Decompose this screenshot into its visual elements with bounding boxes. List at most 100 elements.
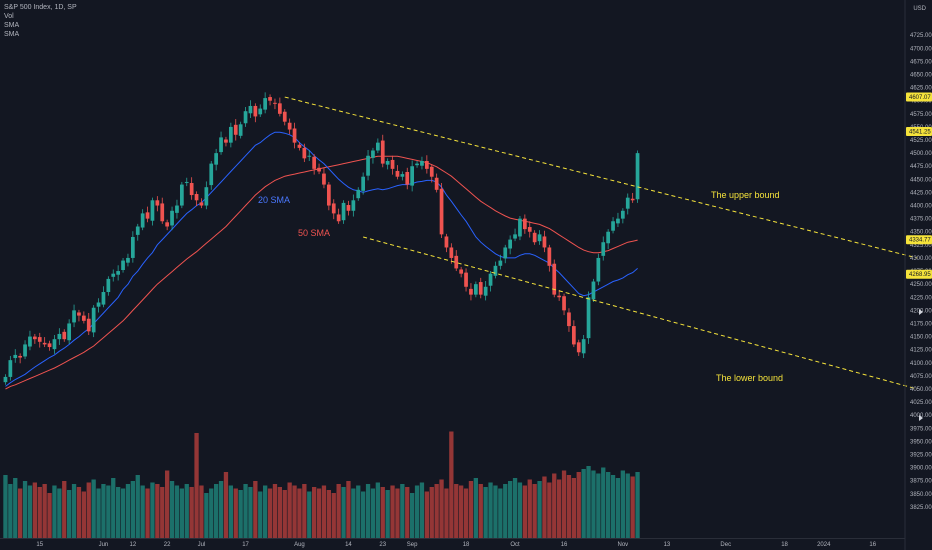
candle	[385, 158, 390, 170]
time-tick-label: 17	[242, 542, 249, 548]
candle-body	[420, 160, 424, 166]
price-tick-label: 3825.00	[910, 505, 932, 511]
volume-bar	[473, 478, 478, 538]
candle-body	[488, 273, 493, 286]
currency-label[interactable]: USD	[913, 6, 926, 12]
legend-symbol[interactable]: S&P 500 Index, 1D, SP	[4, 4, 77, 11]
price-tick-label: 4225.00	[910, 295, 932, 301]
volume-bar	[91, 479, 96, 538]
candle-body	[204, 187, 209, 206]
candle	[116, 265, 121, 281]
candle	[562, 293, 566, 316]
volume-bar	[522, 485, 527, 538]
candle	[400, 171, 405, 181]
candle-body	[47, 343, 52, 348]
legend-sma-2[interactable]: SMA	[4, 31, 20, 38]
candle-body	[557, 295, 562, 298]
time-tick-label: 13	[664, 542, 671, 548]
candle-body	[601, 242, 606, 256]
volume-bar	[566, 475, 572, 538]
candle	[591, 278, 596, 302]
upper-bound-annotation: The upper bound	[711, 190, 780, 200]
price-badge-label: 4268.95	[909, 272, 931, 278]
candle	[145, 206, 150, 223]
volume-bar	[189, 487, 194, 538]
time-tick-label: 16	[869, 542, 876, 548]
candle	[209, 160, 214, 190]
candle	[160, 197, 165, 224]
candle	[28, 330, 32, 351]
volume-bar	[248, 487, 253, 538]
candle-body	[390, 159, 395, 169]
candle	[341, 200, 346, 224]
price-tick-label: 4000.00	[910, 413, 932, 419]
legend-sma-1[interactable]: SMA	[4, 22, 20, 29]
sma20-path	[5, 131, 638, 387]
sma20-annotation: 20 SMA	[258, 195, 291, 205]
candle	[567, 308, 571, 332]
price-badge-bg	[906, 92, 932, 102]
candle	[101, 286, 106, 308]
volume-bar	[76, 487, 82, 538]
candle	[415, 160, 419, 168]
candle-body	[385, 160, 390, 165]
candle-body	[37, 337, 42, 342]
volume-bar	[370, 488, 376, 538]
time-axis[interactable]: 15 Jun 12 22 Jul 17 Aug 14 23 Sep 18 Oct 16 Nov 13 Dec 1…	[0, 538, 905, 549]
volume-bar	[238, 490, 243, 538]
price-axis[interactable]: 4725.00 4700.00 4675.00 4650.00 4625.00 4600.…	[910, 33, 932, 511]
candle	[611, 217, 615, 234]
volume-bar	[267, 488, 273, 538]
price-tick-label: 4650.00	[910, 73, 932, 79]
candle-body	[307, 155, 312, 157]
candle	[331, 199, 336, 220]
candle	[72, 304, 76, 328]
candle	[253, 103, 258, 123]
candle	[547, 244, 552, 272]
candle	[537, 230, 542, 245]
volume-bar	[581, 469, 586, 538]
candle-body	[179, 184, 184, 206]
volume-bar	[498, 488, 503, 538]
volume-bar	[145, 488, 150, 538]
time-tick-label: Oct	[510, 542, 520, 548]
price-tick-label: 3850.00	[910, 492, 932, 498]
candle-body	[238, 124, 243, 136]
candle	[194, 191, 199, 207]
volume-bar	[101, 484, 106, 538]
candle-body	[361, 176, 366, 191]
volume-bar	[375, 482, 380, 538]
price-tick-label: 4400.00	[910, 204, 932, 210]
volume-bar	[508, 481, 513, 538]
candle-body	[547, 247, 552, 266]
candle	[150, 197, 155, 226]
price-tick-label: 4725.00	[910, 33, 932, 39]
price-badge-label: 4607.07	[909, 95, 931, 101]
candle-body	[400, 174, 405, 177]
volume-bar	[120, 488, 126, 538]
candle-body	[91, 307, 96, 333]
candle-body	[596, 257, 601, 282]
candle	[478, 277, 483, 299]
volume-bar	[537, 481, 542, 538]
sma50-annotation: 50 SMA	[298, 228, 331, 238]
legend-vol[interactable]: Vol	[4, 13, 14, 20]
sma20-line	[5, 131, 638, 387]
candle	[243, 107, 248, 127]
price-tick-label: 4425.00	[910, 190, 932, 196]
candles	[3, 92, 640, 385]
volume-bar	[179, 488, 184, 538]
candle-body	[258, 108, 263, 115]
candle-body	[513, 234, 517, 239]
candle	[155, 196, 160, 212]
chart-legend: S&P 500 Index, 1D, SP Vol SMA SMA	[4, 3, 77, 39]
volume-bar	[287, 482, 292, 538]
volume-bar	[405, 487, 410, 538]
candle	[405, 167, 410, 190]
volume-bar	[3, 475, 8, 538]
trend-lines[interactable]	[284, 96, 917, 390]
candle	[454, 250, 459, 272]
volume-bar	[27, 485, 33, 538]
volume-bar	[478, 484, 483, 538]
